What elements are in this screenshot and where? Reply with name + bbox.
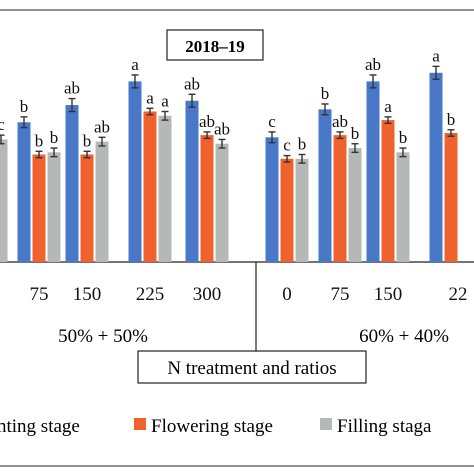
bar-flowering-8 bbox=[444, 133, 458, 262]
x-tick-label-7: 22 bbox=[449, 284, 468, 305]
significance-letter-flowering-5: c bbox=[283, 136, 291, 155]
bar-filling-4 bbox=[215, 143, 229, 262]
x-tick-label-6: 150 bbox=[374, 284, 403, 305]
x-tick-label-4: 0 bbox=[282, 284, 292, 305]
significance-letter-flowering-6: ab bbox=[332, 112, 348, 131]
significance-letter-flowering-4: ab bbox=[199, 112, 215, 131]
error-bar-filling-4 bbox=[218, 138, 226, 149]
significance-letter-jointing-1: b bbox=[20, 97, 29, 116]
error-bar-filling-3 bbox=[161, 110, 169, 121]
error-bar-jointing-5 bbox=[268, 131, 276, 144]
error-bar-jointing-4 bbox=[188, 93, 196, 108]
chart-title: 2018–19 bbox=[185, 37, 245, 56]
legend: nting stage Flowering stage Filling stag… bbox=[0, 416, 432, 437]
error-bar-flowering-3 bbox=[146, 107, 154, 116]
significance-letter-filling-3: a bbox=[161, 92, 169, 111]
x-axis-label: N treatment and ratios bbox=[167, 358, 336, 379]
x-tick-label-5: 75 bbox=[331, 284, 350, 305]
xlabel-box bbox=[137, 350, 367, 384]
bar-jointing-6 bbox=[318, 109, 332, 262]
group-label-60-40: 60% + 40% bbox=[359, 326, 449, 347]
error-bar-filling-0 bbox=[0, 134, 5, 145]
error-bar-flowering-4 bbox=[203, 131, 211, 140]
significance-letter-jointing-5: c bbox=[268, 112, 276, 131]
significance-letter-jointing-2: ab bbox=[64, 79, 80, 98]
significance-letter-filling-7: b bbox=[399, 128, 408, 147]
bar-jointing-3 bbox=[128, 81, 142, 263]
error-bar-filling-2 bbox=[98, 136, 106, 147]
significance-letter-filling-5: b bbox=[298, 135, 307, 154]
x-tick-label-1: 150 bbox=[73, 284, 102, 305]
bar-jointing-1 bbox=[17, 122, 31, 262]
bar-jointing-4 bbox=[185, 100, 199, 262]
legend-label-flowering: Flowering stage bbox=[151, 416, 273, 437]
bar-flowering-5 bbox=[280, 158, 294, 262]
significance-letter-jointing-3: a bbox=[131, 55, 139, 74]
bar-filling-3 bbox=[158, 115, 172, 262]
error-bar-jointing-7 bbox=[369, 74, 377, 89]
legend-label-filling: Filling staga bbox=[337, 416, 432, 437]
bar-filling-2 bbox=[95, 141, 109, 262]
legend-swatch-filling bbox=[320, 418, 332, 430]
error-bar-jointing-1 bbox=[20, 116, 28, 129]
bar-jointing-7 bbox=[366, 81, 380, 263]
group-label-50-50: 50% + 50% bbox=[58, 326, 148, 347]
bar-flowering-2 bbox=[80, 154, 94, 262]
x-tick-label-3: 300 bbox=[193, 284, 222, 305]
error-bar-jointing-8 bbox=[432, 65, 440, 80]
legend-label-jointing: nting stage bbox=[0, 416, 80, 437]
legend-swatch-flowering bbox=[134, 418, 146, 430]
bar-filling-7 bbox=[396, 152, 410, 262]
error-bar-jointing-6 bbox=[321, 103, 329, 116]
significance-letter-flowering-3: a bbox=[146, 88, 154, 107]
bar-flowering-7 bbox=[381, 120, 395, 262]
bar-filling-5 bbox=[295, 158, 309, 262]
significance-letter-jointing-7: ab bbox=[365, 55, 381, 74]
error-bar-flowering-5 bbox=[283, 154, 291, 163]
significance-letter-filling-0: c bbox=[0, 115, 5, 134]
error-bar-flowering-2 bbox=[83, 150, 91, 159]
x-tick-label-2: 225 bbox=[136, 284, 165, 305]
error-bar-filling-5 bbox=[298, 153, 306, 164]
significance-letter-jointing-8: a bbox=[432, 46, 440, 65]
bar-filling-6 bbox=[348, 148, 362, 262]
significance-letter-jointing-6: b bbox=[321, 84, 330, 103]
bar-flowering-4 bbox=[200, 135, 214, 262]
bar-flowering-6 bbox=[333, 135, 347, 262]
bar-filling-0 bbox=[0, 139, 8, 262]
significance-letter-filling-1: b bbox=[50, 128, 59, 147]
error-bar-filling-7 bbox=[399, 147, 407, 158]
error-bar-jointing-2 bbox=[68, 97, 76, 113]
error-bar-filling-6 bbox=[351, 143, 359, 154]
bar-jointing-8 bbox=[429, 72, 443, 262]
bar-jointing-2 bbox=[65, 105, 79, 262]
bar-filling-1 bbox=[47, 152, 61, 262]
error-bar-flowering-1 bbox=[35, 150, 43, 159]
significance-letter-flowering-8: b bbox=[447, 110, 456, 129]
significance-letter-flowering-7: a bbox=[384, 97, 392, 116]
x-tick-label-0: 75 bbox=[30, 284, 49, 305]
significance-letter-filling-4: ab bbox=[214, 119, 230, 138]
error-bar-filling-1 bbox=[50, 147, 58, 158]
bar-flowering-1 bbox=[32, 154, 46, 262]
bar-jointing-5 bbox=[265, 137, 279, 262]
error-bar-flowering-6 bbox=[336, 131, 344, 140]
significance-letter-flowering-2: b bbox=[83, 131, 92, 150]
bar-flowering-3 bbox=[143, 111, 157, 262]
significance-letter-jointing-4: ab bbox=[184, 74, 200, 93]
significance-letter-flowering-1: b bbox=[35, 131, 44, 150]
significance-letter-filling-6: b bbox=[351, 124, 360, 143]
title-box bbox=[166, 29, 264, 61]
error-bar-flowering-7 bbox=[384, 116, 392, 125]
significance-letter-filling-2: ab bbox=[94, 117, 110, 136]
tick-labels-layer: 75 150 225 300 0 75 150 22 bbox=[30, 284, 468, 305]
error-bar-jointing-3 bbox=[131, 74, 139, 89]
error-bar-flowering-8 bbox=[447, 129, 455, 137]
